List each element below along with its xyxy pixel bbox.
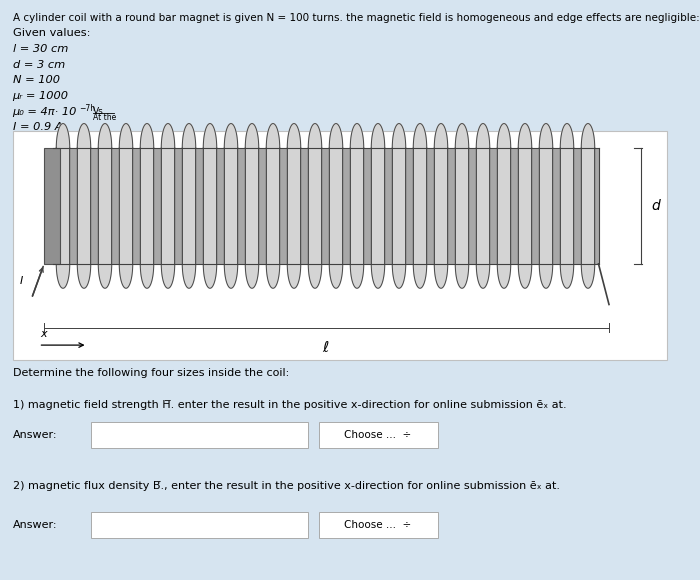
Polygon shape	[581, 148, 595, 288]
Polygon shape	[98, 124, 112, 264]
Polygon shape	[329, 124, 343, 264]
Polygon shape	[413, 148, 427, 288]
Text: d = 3 cm: d = 3 cm	[13, 60, 65, 70]
Text: Given values:: Given values:	[13, 28, 90, 38]
FancyBboxPatch shape	[318, 422, 438, 448]
Text: Vs: Vs	[93, 107, 104, 116]
Polygon shape	[539, 148, 553, 288]
Text: l = 30 cm: l = 30 cm	[13, 44, 68, 54]
Polygon shape	[287, 124, 301, 264]
Polygon shape	[560, 124, 574, 264]
Polygon shape	[266, 124, 280, 264]
Polygon shape	[455, 148, 469, 288]
Polygon shape	[77, 148, 91, 288]
FancyBboxPatch shape	[91, 512, 308, 538]
Polygon shape	[98, 148, 112, 288]
Polygon shape	[371, 124, 385, 264]
Polygon shape	[476, 148, 490, 288]
Polygon shape	[287, 148, 301, 288]
Polygon shape	[224, 148, 238, 288]
Text: N = 100: N = 100	[13, 75, 60, 85]
Polygon shape	[203, 148, 217, 288]
Text: Answer:: Answer:	[13, 520, 57, 530]
Text: Determine the following four sizes inside the coil:: Determine the following four sizes insid…	[13, 368, 289, 378]
Polygon shape	[308, 148, 322, 288]
Text: d: d	[651, 199, 659, 213]
Polygon shape	[518, 148, 532, 288]
Text: I: I	[20, 276, 23, 287]
Text: x: x	[40, 329, 46, 339]
Polygon shape	[140, 124, 154, 264]
Bar	[52, 148, 598, 264]
Polygon shape	[140, 148, 154, 288]
Polygon shape	[518, 124, 532, 264]
Polygon shape	[350, 124, 364, 264]
Text: Choose ...  ÷: Choose ... ÷	[344, 520, 412, 530]
Polygon shape	[497, 124, 511, 264]
Polygon shape	[161, 148, 175, 288]
Text: μᵣ = 1000: μᵣ = 1000	[13, 91, 69, 101]
Polygon shape	[560, 148, 574, 288]
Polygon shape	[476, 124, 490, 264]
Polygon shape	[245, 148, 259, 288]
Polygon shape	[455, 124, 469, 264]
Polygon shape	[182, 148, 196, 288]
Text: Choose ...  ÷: Choose ... ÷	[344, 430, 412, 440]
Polygon shape	[119, 148, 133, 288]
Polygon shape	[392, 124, 406, 264]
Polygon shape	[497, 148, 511, 288]
Text: At the: At the	[93, 113, 116, 122]
Polygon shape	[308, 124, 322, 264]
Polygon shape	[329, 148, 343, 288]
Bar	[44, 148, 60, 264]
Polygon shape	[161, 124, 175, 264]
Polygon shape	[350, 148, 364, 288]
Polygon shape	[392, 148, 406, 288]
Text: 2) magnetic flux density B̅., enter the result in the positive x-direction for o: 2) magnetic flux density B̅., enter the …	[13, 481, 559, 491]
FancyBboxPatch shape	[13, 130, 667, 360]
Text: A cylinder coil with a round bar magnet is given N = 100 turns. the magnetic fie: A cylinder coil with a round bar magnet …	[13, 13, 699, 23]
Text: 1) magnetic field strength H̅. enter the result in the positive x-direction for : 1) magnetic field strength H̅. enter the…	[13, 400, 566, 410]
Polygon shape	[182, 124, 196, 264]
Polygon shape	[581, 124, 595, 264]
Text: μ₀ = 4π· 10: μ₀ = 4π· 10	[13, 107, 77, 117]
Polygon shape	[434, 124, 448, 264]
Polygon shape	[203, 124, 217, 264]
FancyBboxPatch shape	[91, 422, 308, 448]
Polygon shape	[77, 124, 91, 264]
Polygon shape	[539, 124, 553, 264]
Polygon shape	[56, 124, 70, 264]
Polygon shape	[266, 148, 280, 288]
FancyBboxPatch shape	[318, 512, 438, 538]
Text: −7h: −7h	[79, 104, 95, 114]
Polygon shape	[434, 148, 448, 288]
Polygon shape	[56, 148, 70, 288]
Text: ℓ: ℓ	[323, 340, 328, 356]
Polygon shape	[119, 124, 133, 264]
Polygon shape	[245, 124, 259, 264]
Polygon shape	[371, 148, 385, 288]
Polygon shape	[224, 124, 238, 264]
Text: Answer:: Answer:	[13, 430, 57, 440]
Text: I = 0.9 A: I = 0.9 A	[13, 122, 62, 132]
Polygon shape	[413, 124, 427, 264]
